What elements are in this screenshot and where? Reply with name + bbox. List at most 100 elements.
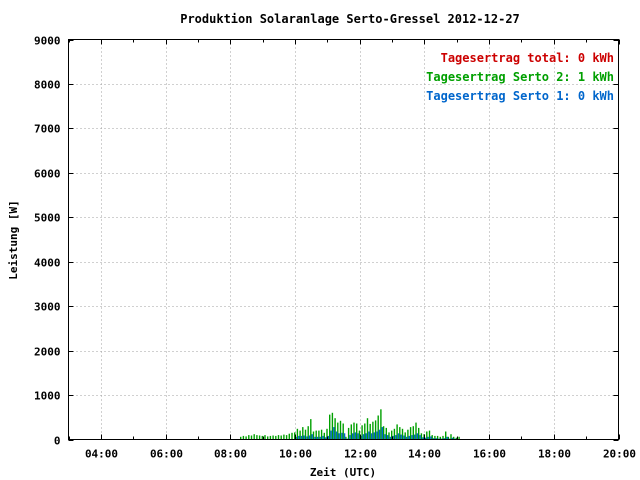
x-tick-label: 04:00 [85, 448, 118, 461]
bar-series-1 [401, 428, 404, 440]
bar-series-1 [447, 436, 449, 440]
bar-series-1 [242, 435, 245, 440]
bar-series-1 [418, 427, 420, 440]
bar-series-1 [291, 432, 293, 440]
bar-series-2 [352, 433, 354, 440]
bar-series-1 [323, 432, 325, 440]
bar-series-2 [403, 435, 405, 440]
grid [68, 39, 619, 440]
bar-series-1 [310, 419, 312, 440]
bar-series-1 [369, 423, 371, 440]
bar-series-1 [382, 426, 385, 440]
x-tick-label: 18:00 [538, 448, 571, 461]
bar-series-1 [372, 421, 374, 440]
bar-series-1 [458, 436, 460, 440]
bar-series-2 [400, 434, 402, 440]
bar-series-1 [350, 424, 352, 440]
bar-series-1 [404, 432, 406, 440]
bar-series-2 [443, 438, 446, 440]
bar-series-1 [399, 427, 401, 440]
bar-series-1 [331, 412, 334, 440]
bar-series-2 [392, 435, 394, 440]
y-tick-label: 3000 [34, 301, 61, 314]
bar-series-2 [298, 435, 300, 440]
bar-series-2 [335, 431, 338, 440]
bar-series-2 [422, 437, 424, 440]
bar-series-1 [337, 422, 339, 440]
bar-series-2 [424, 437, 427, 440]
bar-series-1 [388, 432, 390, 440]
bar-series-1 [428, 430, 431, 440]
x-tick-label: 08:00 [214, 448, 247, 461]
bar-series-1 [450, 434, 452, 440]
bar-series-2 [430, 436, 432, 440]
bar-series-2 [349, 435, 351, 440]
bar-series-1 [415, 422, 417, 440]
bar-series-1 [272, 435, 274, 440]
x-tick-labels: 04:00 06:00 08:00 10:00 12:00 14:00 16:00 18:00… [85, 448, 636, 461]
bars [240, 409, 460, 440]
bar-series-2 [362, 434, 365, 440]
bar-series-1 [277, 435, 280, 440]
bar-series-1 [345, 436, 347, 440]
bar-series-2 [408, 435, 410, 440]
bar-series-1 [361, 425, 363, 440]
bar-series-2 [370, 433, 373, 440]
bar-series-1 [436, 435, 439, 440]
bar-series-1 [439, 436, 441, 440]
y-tick-label: 2000 [34, 346, 61, 359]
bar-series-1 [269, 435, 272, 440]
legend-entry: Tagesertrag total: 0 kWh [441, 51, 614, 65]
x-tick-label: 06:00 [150, 448, 183, 461]
y-tick-label: 4000 [34, 257, 61, 270]
bar-series-2 [389, 436, 392, 440]
bar-series-1 [412, 426, 414, 440]
bar-series-2 [311, 434, 313, 440]
bar-series-1 [267, 436, 269, 440]
bar-series-2 [416, 433, 419, 440]
bar-series-1 [455, 437, 458, 440]
bar-series-2 [378, 429, 381, 440]
y-tick-label: 6000 [34, 168, 61, 181]
legend-entry: Tagesertrag Serto 2: 1 kWh [426, 70, 614, 84]
bar-series-1 [374, 420, 377, 440]
bar-series-2 [316, 436, 319, 440]
bar-series-2 [325, 437, 327, 440]
bar-series-2 [295, 436, 297, 440]
chart-title: Produktion Solaranlage Serto-Gressel 201… [180, 12, 520, 26]
x-axis-label: Zeit (UTC) [310, 466, 376, 479]
bar-series-1 [288, 433, 290, 440]
x-tick-label: 12:00 [344, 448, 377, 461]
bar-series-2 [343, 433, 346, 440]
bar-series-1 [329, 414, 331, 440]
y-tick-label: 0 [54, 435, 61, 448]
bar-series-2 [427, 436, 429, 440]
bar-series-1 [261, 435, 263, 440]
bar-series-2 [411, 435, 413, 440]
bar-series-2 [365, 433, 367, 440]
x-tick-label: 16:00 [473, 448, 506, 461]
bar-series-2 [303, 435, 305, 440]
bar-series-2 [419, 435, 421, 440]
bar-series-1 [366, 418, 369, 440]
bar-series-2 [327, 435, 330, 440]
bar-series-1 [380, 409, 382, 440]
bar-series-2 [338, 433, 340, 440]
bar-series-1 [385, 427, 387, 440]
y-tick-label: 1000 [34, 390, 61, 403]
bar-series-2 [435, 438, 437, 440]
x-tick-label: 10:00 [279, 448, 312, 461]
bar-series-1 [453, 436, 455, 440]
bar-series-1 [442, 435, 444, 440]
bar-series-2 [314, 436, 316, 440]
bar-series-1 [304, 429, 307, 440]
bar-series-1 [426, 431, 428, 440]
bar-series-1 [420, 433, 423, 440]
bar-series-1 [245, 436, 247, 440]
bar-series-1 [307, 426, 309, 440]
bar-series-1 [253, 434, 255, 440]
bar-series-2 [341, 432, 343, 440]
bar-series-1 [320, 429, 323, 440]
bar-series-2 [308, 435, 311, 440]
bar-series-1 [364, 423, 366, 440]
